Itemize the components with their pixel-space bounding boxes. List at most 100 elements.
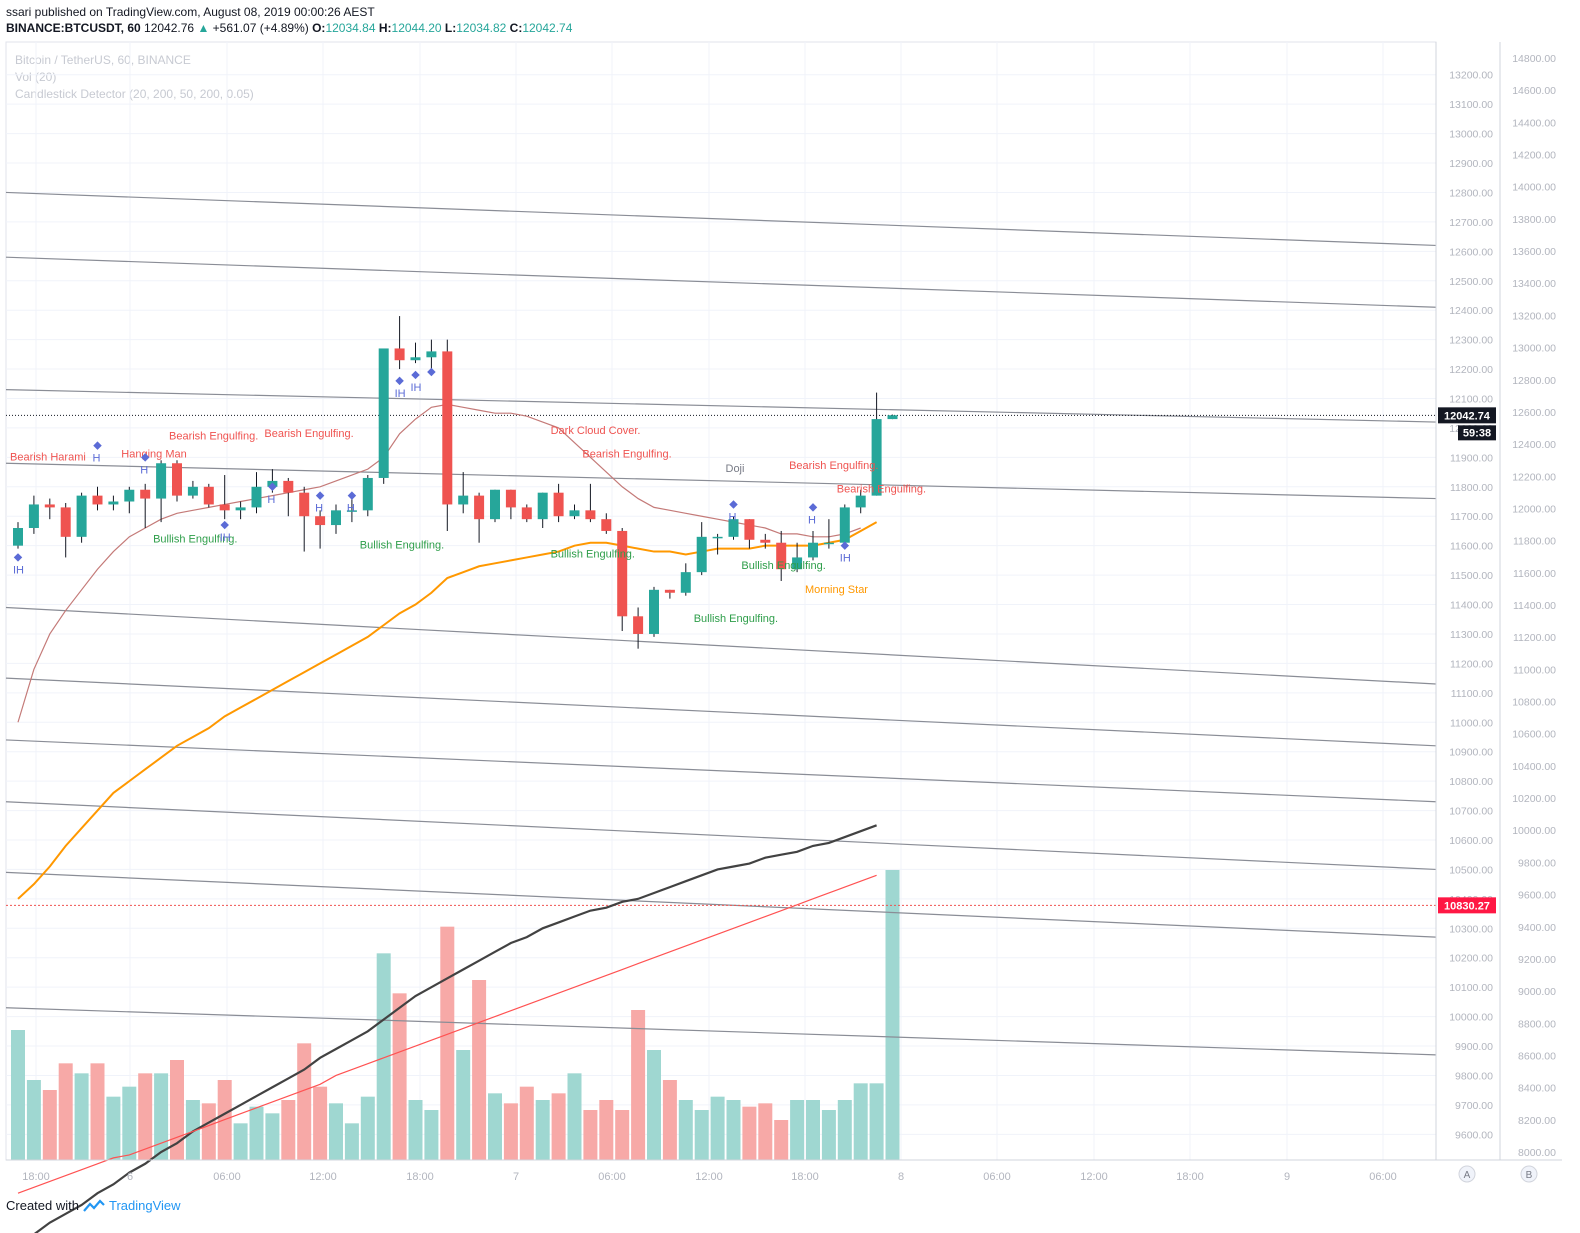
price-tick-label: 11600.00 bbox=[1450, 541, 1493, 553]
volume-bar bbox=[74, 1073, 89, 1160]
level-tag-label: 10830.27 bbox=[1444, 900, 1490, 912]
open-label: O: bbox=[312, 21, 326, 35]
marker-label: IH bbox=[395, 388, 406, 400]
pattern-marker bbox=[315, 491, 325, 500]
volume-bar bbox=[297, 1043, 312, 1160]
pattern-labels: Bearish Harami Hanging Man Bearish Engulfi… bbox=[10, 367, 926, 625]
volume-bar bbox=[344, 1123, 359, 1160]
time-tick-label: 06:00 bbox=[598, 1171, 626, 1183]
candle-body bbox=[617, 530, 628, 617]
volume-bar bbox=[662, 1080, 677, 1160]
pattern-marker bbox=[140, 453, 150, 462]
volume-bar bbox=[647, 1050, 661, 1160]
candle-body bbox=[760, 539, 771, 543]
pattern-marker bbox=[840, 541, 850, 550]
high-value: 12044.20 bbox=[391, 21, 442, 35]
price-tick-label: 10900.00 bbox=[1449, 747, 1493, 759]
volume-bar bbox=[710, 1096, 725, 1160]
secondary-tick-label: 14400.00 bbox=[1512, 117, 1556, 129]
pattern-label: Doji bbox=[726, 463, 745, 475]
time-tick-label: 18:00 bbox=[22, 1171, 50, 1183]
candle-body bbox=[521, 507, 532, 520]
price-tick-label: 9800.00 bbox=[1455, 1070, 1493, 1082]
price-tick-label: 12600.00 bbox=[1449, 246, 1493, 258]
pattern-label: Bearish Engulfing. bbox=[582, 448, 671, 460]
volume-bar bbox=[408, 1100, 423, 1160]
candle-body bbox=[680, 572, 691, 593]
candle-body bbox=[808, 542, 818, 558]
price-tick-label: 11000.00 bbox=[1450, 717, 1493, 729]
last-price-tag bbox=[1438, 407, 1496, 424]
secondary-tick-label: 9000.00 bbox=[1518, 986, 1556, 998]
pattern-label: Bearish Engulfing. bbox=[264, 428, 353, 440]
candle-body bbox=[156, 463, 167, 499]
price-tick-label: 10600.00 bbox=[1449, 835, 1493, 847]
volume-bar bbox=[201, 1103, 216, 1160]
candle-body bbox=[696, 536, 707, 573]
volume-bar bbox=[694, 1110, 709, 1160]
price-tick-label: 10700.00 bbox=[1449, 806, 1493, 818]
candle-body bbox=[887, 415, 898, 420]
volume-bar bbox=[360, 1096, 375, 1160]
candle-body bbox=[108, 501, 119, 505]
marker-label: H bbox=[808, 514, 816, 526]
pattern-label: Bullish Engulfing. bbox=[153, 534, 237, 546]
time-tick-label: 9 bbox=[1284, 1171, 1290, 1183]
candle-body bbox=[664, 589, 675, 593]
pattern-marker bbox=[427, 367, 436, 377]
candle-body bbox=[728, 519, 739, 537]
secondary-scale-button[interactable] bbox=[1520, 1165, 1538, 1183]
pattern-marker bbox=[220, 520, 229, 530]
price-tick-label: 12500.00 bbox=[1449, 276, 1493, 288]
time-tick-label: 12:00 bbox=[1080, 1171, 1108, 1183]
legend-detector[interactable]: Candlestick Detector (20, 200, 50, 200, … bbox=[15, 87, 254, 101]
pattern-label: Bearish Engulfing. bbox=[837, 484, 926, 496]
candle-body bbox=[235, 507, 246, 511]
secondary-tick-label: 12400.00 bbox=[1512, 439, 1556, 451]
price-tick-label: 11800.00 bbox=[1450, 482, 1493, 494]
channel-line bbox=[5, 801, 1437, 871]
pattern-marker bbox=[93, 441, 102, 450]
pattern-label: Bullish Engulfing. bbox=[694, 613, 778, 625]
up-triangle-icon: ▲ bbox=[197, 21, 210, 35]
volume-bars bbox=[11, 870, 900, 1160]
sma200-line bbox=[33, 824, 877, 1233]
volume-bar bbox=[837, 1100, 852, 1160]
countdown-tag bbox=[1458, 425, 1496, 441]
pattern-label: Bullish Engulfing. bbox=[360, 540, 444, 552]
candle-body bbox=[331, 510, 341, 526]
pattern-label: Morning Star bbox=[805, 584, 868, 596]
volume-bar bbox=[806, 1100, 820, 1160]
secondary-tick-label: 8400.00 bbox=[1518, 1083, 1556, 1095]
candle-body bbox=[283, 480, 294, 493]
secondary-tick-label: 12000.00 bbox=[1512, 503, 1556, 515]
secondary-tick-label: 8200.00 bbox=[1518, 1115, 1556, 1127]
channel-line bbox=[5, 677, 1437, 747]
auto-scale-button[interactable] bbox=[1458, 1165, 1476, 1183]
volume-bar bbox=[821, 1110, 836, 1160]
candle-body bbox=[410, 357, 421, 361]
volume-bar bbox=[488, 1093, 502, 1160]
pattern-marker bbox=[347, 491, 357, 500]
volume-bar bbox=[154, 1073, 169, 1160]
volume-bar bbox=[90, 1063, 105, 1160]
time-tick-label: 12:00 bbox=[309, 1171, 337, 1183]
time-tick-label: 18:00 bbox=[791, 1171, 819, 1183]
pattern-marker bbox=[411, 370, 420, 380]
secondary-scale-button-label: B bbox=[1526, 1170, 1533, 1181]
open-value: 12034.84 bbox=[325, 21, 376, 35]
volume-bar bbox=[281, 1100, 296, 1160]
candle-body bbox=[585, 510, 596, 520]
volume-bar bbox=[774, 1120, 789, 1160]
volume-bar bbox=[678, 1100, 693, 1160]
legend-title[interactable]: Bitcoin / TetherUS, 60, BINANCE bbox=[15, 53, 191, 67]
close-value: 12042.74 bbox=[522, 21, 573, 35]
tradingview-brand[interactable]: TradingView bbox=[108, 1198, 181, 1213]
candle-body bbox=[378, 348, 389, 478]
marker-label: IH bbox=[220, 532, 231, 544]
secondary-tick-label: 14800.00 bbox=[1512, 53, 1556, 65]
volume-bar bbox=[519, 1086, 534, 1160]
secondary-tick-label: 13800.00 bbox=[1512, 214, 1556, 226]
pattern-label: Bearish Engulfing. bbox=[789, 460, 878, 472]
